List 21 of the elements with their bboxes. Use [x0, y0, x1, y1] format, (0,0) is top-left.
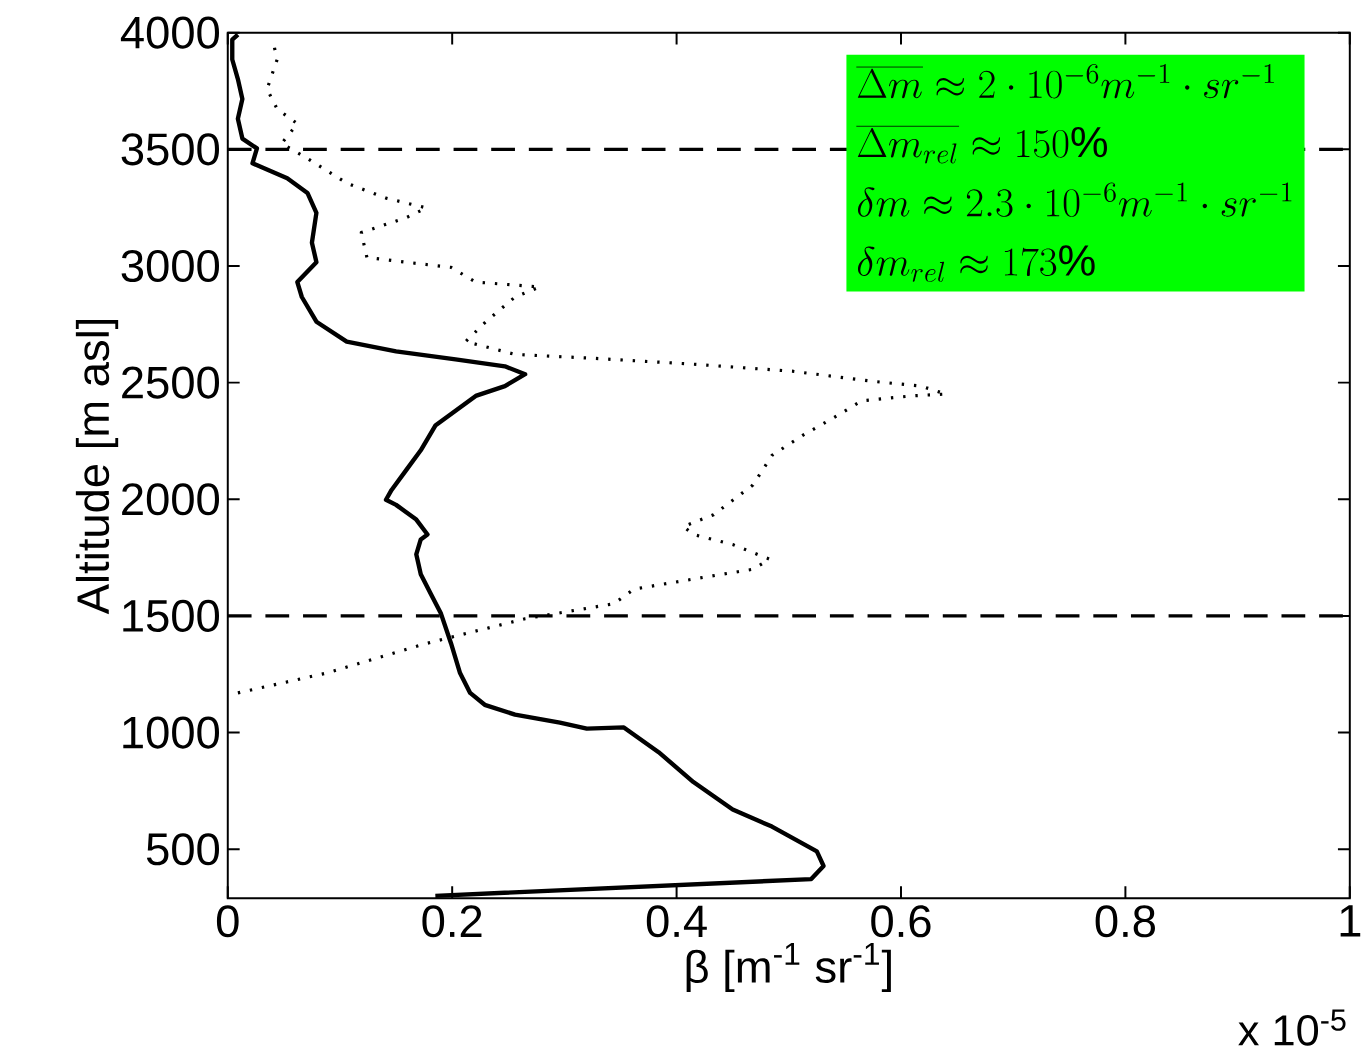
y-tick-label: 4000	[120, 16, 220, 49]
annotation: $\overline{\Delta m} \approx 2\cdot 10^{-6} m^{-1}\cdot sr^{-1}$	[856, 64, 1274, 99]
x-tick-label: 0.4	[646, 905, 707, 938]
text: x 10$^{-5}$	[1238, 1009, 1346, 1046]
annotation: $\overline{\Delta m_{rel}} \approx 150\%$	[856, 126, 1107, 164]
y-tick-label: 3000	[121, 250, 220, 283]
y-tick-label: 500	[146, 833, 220, 866]
x-axis-title: β [m$^{-1}$ sr$^{-1}$]	[686, 943, 891, 993]
x-tick-label: 0	[216, 905, 239, 938]
y-axis-title: Altitude [m asl]	[75, 320, 119, 615]
x-tick-label: 0.2	[422, 905, 482, 938]
annotation: $\delta m \approx 2.3\cdot 10^{-6} m^{-1}\cdot sr^{-1}$	[857, 182, 1292, 218]
annotation: $\delta m_{rel} \approx 173\%$	[857, 245, 1095, 283]
y-tick-label: 3500	[121, 133, 220, 166]
y-tick-label: 2500	[122, 366, 220, 399]
y-tick-label: 1000	[123, 716, 220, 749]
x-tick-label: 0.6	[871, 905, 931, 938]
x-tick-label: 0.8	[1095, 905, 1155, 938]
y-tick-label: 1500	[123, 600, 220, 633]
y-tick-label: 2000	[122, 483, 220, 516]
x-tick-label: 1	[1340, 905, 1361, 937]
